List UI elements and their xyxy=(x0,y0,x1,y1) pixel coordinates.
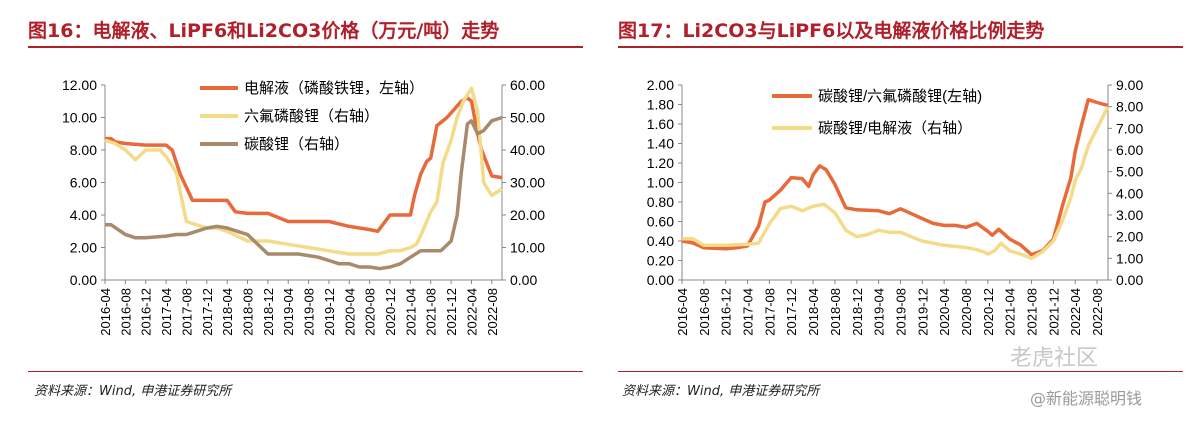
right-tick-label: 7.00 xyxy=(1116,120,1143,136)
x-tick-label: 2019-08 xyxy=(893,288,908,336)
x-tick-label: 2022-04 xyxy=(1068,288,1083,336)
right-tick-label: 0.00 xyxy=(1116,272,1143,288)
x-tick-label: 2017-08 xyxy=(762,288,777,336)
left-tick-label: 6.00 xyxy=(70,175,97,191)
legend-label: 碳酸锂/电解液（右轴） xyxy=(818,120,972,137)
x-tick-label: 2016-04 xyxy=(98,288,113,336)
x-tick-label: 2016-12 xyxy=(719,288,734,336)
x-tick-label: 2021-12 xyxy=(1046,288,1061,336)
x-tick-label: 2019-12 xyxy=(322,288,337,336)
x-tick-label: 2018-12 xyxy=(850,288,865,336)
x-tick-label: 2017-12 xyxy=(784,288,799,336)
x-tick-label: 2022-08 xyxy=(1090,288,1105,336)
x-tick-label: 2018-08 xyxy=(828,288,843,336)
left-tick-label: 0.80 xyxy=(647,194,674,210)
x-tick-label: 2018-04 xyxy=(806,288,821,336)
x-tick-label: 2017-04 xyxy=(741,288,756,336)
left-tick-label: 1.60 xyxy=(647,116,674,132)
left-tick-label: 4.00 xyxy=(70,207,97,223)
series-line-orange xyxy=(105,96,503,234)
right-tick-label: 40.00 xyxy=(510,142,545,158)
left-tick-label: 0.60 xyxy=(647,214,674,230)
x-tick-label: 2020-04 xyxy=(342,288,357,336)
x-tick-label: 2017-12 xyxy=(200,288,215,336)
watermark-account: @新能源聪明钱 xyxy=(1030,389,1143,408)
right-tick-label: 8.00 xyxy=(1116,99,1143,115)
right-tick-label: 60.00 xyxy=(510,77,545,93)
x-tick-label: 2020-08 xyxy=(959,288,974,336)
left-tick-label: 8.00 xyxy=(70,142,97,158)
legend-label: 六氟磷酸锂（右轴） xyxy=(244,108,379,125)
x-tick-label: 2016-08 xyxy=(118,288,133,336)
left-tick-label: 0.00 xyxy=(647,272,674,288)
right-tick-label: 2.00 xyxy=(1116,229,1143,245)
chart-title: 图16：电解液、LiPF6和Li2CO3价格（万元/吨）走势 xyxy=(28,20,500,42)
x-tick-label: 2017-08 xyxy=(179,288,194,336)
right-tick-label: 20.00 xyxy=(510,207,545,223)
right-tick-label: 0.00 xyxy=(510,272,537,288)
x-tick-label: 2021-12 xyxy=(444,288,459,336)
x-tick-label: 2016-04 xyxy=(675,288,690,336)
right-tick-label: 1.00 xyxy=(1116,250,1143,266)
left-tick-label: 1.80 xyxy=(647,97,674,113)
x-tick-label: 2018-04 xyxy=(220,288,235,336)
x-tick-label: 2020-08 xyxy=(363,288,378,336)
x-tick-label: 2021-08 xyxy=(1025,288,1040,336)
watermark-brand: 老虎社区 xyxy=(1010,346,1099,371)
x-tick-label: 2018-12 xyxy=(261,288,276,336)
source-rule xyxy=(28,371,583,372)
x-tick-label: 2021-08 xyxy=(424,288,439,336)
x-tick-label: 2020-12 xyxy=(383,288,398,336)
right-tick-label: 3.00 xyxy=(1116,207,1143,223)
right-tick-label: 9.00 xyxy=(1116,77,1143,93)
left-tick-label: 1.20 xyxy=(647,155,674,171)
left-tick-label: 0.20 xyxy=(647,253,674,269)
chart-panel-ratio: 图17：Li2CO3与LiPF6以及电解液价格比例走势 0.00 0.20 0.40… xyxy=(600,0,1200,423)
left-tick-label: 0.40 xyxy=(647,233,674,249)
x-tick-label: 2022-08 xyxy=(485,288,500,336)
x-tick-label: 2019-04 xyxy=(872,288,887,336)
legend-label: 电解液（磷酸铁锂，左轴） xyxy=(244,80,424,97)
source-rule xyxy=(618,371,1183,372)
title-rule xyxy=(618,46,1183,48)
right-tick-label: 5.00 xyxy=(1116,164,1143,180)
x-tick-label: 2021-04 xyxy=(403,288,418,336)
left-tick-label: 1.40 xyxy=(647,136,674,152)
title-rule xyxy=(28,46,583,48)
x-tick-label: 2019-04 xyxy=(281,288,296,336)
x-tick-label: 2019-08 xyxy=(302,288,317,336)
legend-label: 碳酸锂（右轴） xyxy=(244,136,349,153)
x-tick-label: 2017-04 xyxy=(159,288,174,336)
x-tick-label: 2021-04 xyxy=(1003,288,1018,336)
source-note: 资料来源：Wind, 申港证券研究所 xyxy=(622,384,820,399)
x-tick-label: 2022-04 xyxy=(464,288,479,336)
left-tick-label: 2.00 xyxy=(647,77,674,93)
right-tick-label: 10.00 xyxy=(510,240,545,256)
left-tick-label: 2.00 xyxy=(70,240,97,256)
series-line-yellow xyxy=(682,105,1110,261)
x-tick-label: 2019-12 xyxy=(915,288,930,336)
price-chart-svg: 0.00 2.00 4.00 6.00 8.00 10.00 12.00 0.00 10.00 2… xyxy=(62,77,545,336)
chart-title: 图17：Li2CO3与LiPF6以及电解液价格比例走势 xyxy=(618,20,1045,42)
series-line-brown xyxy=(105,115,503,271)
right-tick-label: 4.00 xyxy=(1116,185,1143,201)
left-tick-label: 1.00 xyxy=(647,175,674,191)
x-tick-label: 2018-08 xyxy=(241,288,256,336)
left-tick-label: 0.00 xyxy=(70,272,97,288)
series-line-yellow xyxy=(104,86,503,256)
ratio-chart-svg: 0.00 0.20 0.40 0.60 0.80 1.00 1.20 1.40 1.60 1.80… xyxy=(647,77,1144,336)
legend-label: 碳酸锂/六氟磷酸锂(左轴) xyxy=(818,88,982,105)
x-tick-label: 2016-12 xyxy=(139,288,154,336)
right-tick-label: 30.00 xyxy=(510,175,545,191)
right-tick-label: 50.00 xyxy=(510,110,545,126)
left-tick-label: 10.00 xyxy=(62,110,97,126)
x-tick-label: 2020-12 xyxy=(981,288,996,336)
right-tick-label: 6.00 xyxy=(1116,142,1143,158)
left-tick-label: 12.00 xyxy=(62,77,97,93)
x-tick-label: 2020-04 xyxy=(937,288,952,336)
source-note: 资料来源：Wind, 申港证券研究所 xyxy=(34,384,232,399)
x-tick-label: 2016-08 xyxy=(697,288,712,336)
chart-panel-electrolyte-prices: 图16：电解液、LiPF6和Li2CO3价格（万元/吨）走势 0.00 2.00 4… xyxy=(28,20,583,399)
